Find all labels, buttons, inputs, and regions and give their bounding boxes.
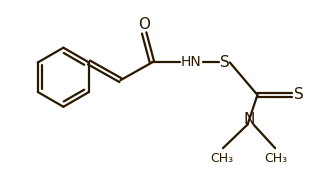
Text: HN: HN <box>181 56 202 69</box>
Text: CH₃: CH₃ <box>265 152 288 165</box>
Text: CH₃: CH₃ <box>211 152 234 165</box>
Text: S: S <box>294 88 304 102</box>
Text: S: S <box>220 55 230 70</box>
Text: N: N <box>244 112 255 127</box>
Text: O: O <box>138 16 150 32</box>
